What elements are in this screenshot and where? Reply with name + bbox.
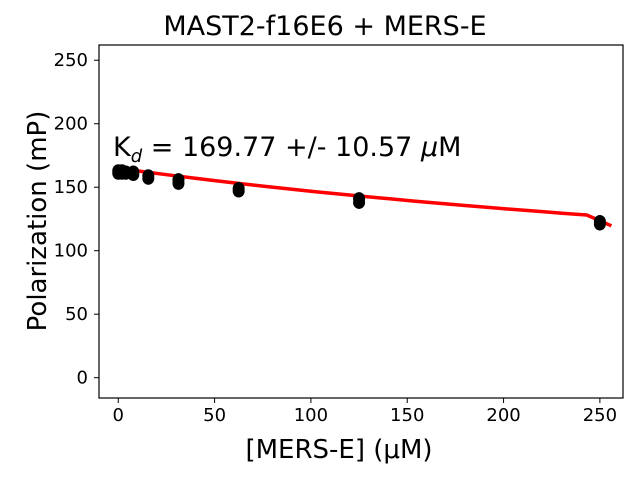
x-tick-label: 50 <box>203 405 226 426</box>
x-tick-label: 250 <box>583 405 617 426</box>
kd-symbol: K <box>113 132 132 163</box>
x-tick-label: 150 <box>390 405 424 426</box>
x-axis-label: [MERS-E] (μM) <box>245 435 432 465</box>
y-tick-label: 200 <box>54 114 88 135</box>
y-tick-label: 150 <box>54 177 88 198</box>
y-tick-label: 250 <box>54 50 88 71</box>
x-tick-label: 100 <box>294 405 328 426</box>
data-marks <box>112 164 613 231</box>
plot-frame <box>98 44 624 399</box>
y-tick-label: 0 <box>77 368 88 389</box>
x-tick-label: 0 <box>113 405 124 426</box>
kd-subscript: d <box>131 146 143 167</box>
y-axis-label: Polarization (mP) <box>23 111 53 332</box>
data-point <box>142 169 155 183</box>
data-point <box>232 181 245 195</box>
kd-value: = 169.77 +/- 10.57 <box>142 132 421 163</box>
data-point <box>353 192 366 206</box>
y-tick-label: 50 <box>65 304 88 325</box>
kd-unit: M <box>438 132 461 163</box>
data-point <box>127 165 140 179</box>
x-tick-label: 200 <box>486 405 520 426</box>
data-point <box>593 215 606 228</box>
axis-ticks: 0 50 100 150 200 250 0 50 100 150 200 250 <box>54 50 617 426</box>
fit-curve <box>118 166 613 228</box>
y-tick-label: 100 <box>54 241 88 262</box>
data-point <box>172 173 185 187</box>
kd-annotation: Kd = 169.77 +/- 10.57 μM <box>113 132 461 167</box>
kd-unit-mu: μ <box>420 132 438 163</box>
chart-title: MAST2-f16E6 + MERS-E <box>163 11 486 42</box>
